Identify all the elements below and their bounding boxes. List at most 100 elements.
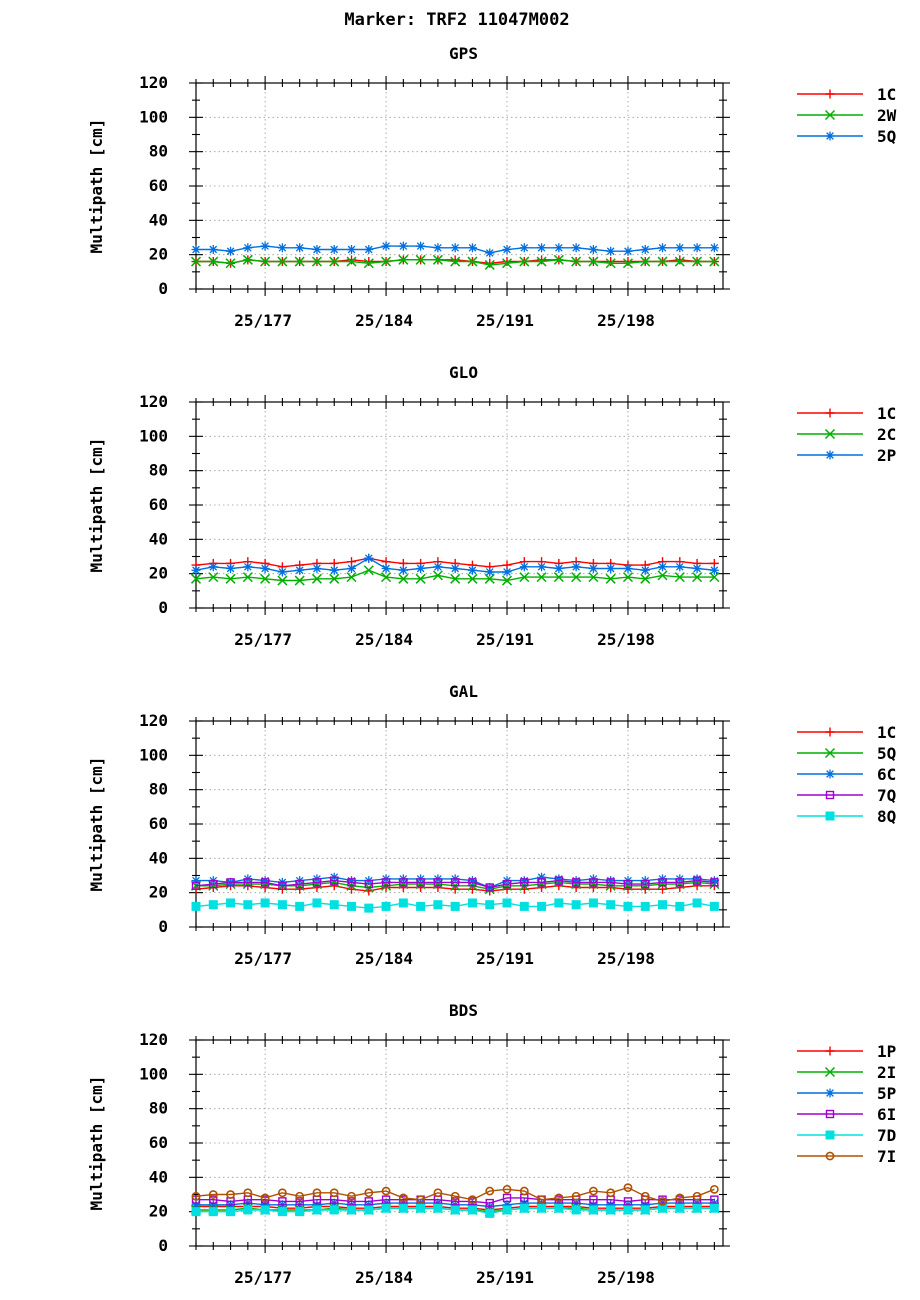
data-point-glo-2c (709, 572, 720, 583)
data-point-glo-2p (606, 564, 616, 574)
legend-marker (824, 109, 836, 121)
data-point-gps-2w (553, 254, 564, 265)
data-point-glo-2p (208, 562, 218, 572)
data-point-glo-2c (553, 572, 564, 583)
panel-glo: GLO 0 20 40 60 80 100 120 25/177 25/184 25/191 25/1… (87, 363, 896, 649)
data-point-bds-7d (519, 1203, 529, 1213)
data-point-gps-5q (381, 241, 391, 251)
data-point-glo-2c (208, 572, 219, 583)
data-point-glo-2p (381, 564, 391, 574)
data-point-gal-6c (537, 872, 547, 882)
data-point-bds-5p (519, 1198, 529, 1208)
y-tick-label: 40 (149, 1167, 168, 1186)
data-point-gps-5q (675, 243, 685, 253)
chart-panels: GPS 0 20 40 60 80 100 120 25/177 25/184 25/191 25/1… (87, 44, 897, 1287)
data-point-gal-7q (433, 878, 443, 887)
x-tick-label: 25/177 (234, 630, 292, 649)
data-point-bds-7i (589, 1186, 598, 1196)
data-point-gps-1c (364, 257, 374, 267)
data-point-bds-7i (398, 1193, 408, 1203)
data-point-glo-2p (450, 564, 460, 574)
plot-frame-bds (195, 1039, 724, 1247)
data-point-glo-2p (467, 565, 477, 575)
data-point-bds-7d (416, 1203, 426, 1213)
data-point-gal-8q (226, 898, 236, 908)
data-point-bds-6i (278, 1197, 287, 1206)
data-point-gps-2w (622, 258, 633, 269)
x-tick-label: 25/198 (597, 630, 655, 649)
data-point-glo-2c (605, 573, 616, 584)
data-point-gal-8q (692, 898, 702, 908)
data-point-bds-7d (692, 1203, 702, 1213)
data-point-glo-2c (484, 573, 495, 584)
data-point-glo-2p (554, 564, 564, 574)
data-point-gal-6c (606, 876, 616, 886)
data-point-gal-8q (416, 901, 426, 911)
data-point-bds-7i (208, 1190, 218, 1199)
grid-gal (196, 721, 723, 927)
data-point-gal-7q (623, 879, 633, 889)
legend-label: 2W (877, 106, 897, 125)
data-point-glo-2c (398, 573, 409, 584)
data-point-gps-2w (294, 256, 305, 267)
data-point-gal-8q (554, 898, 564, 908)
data-point-gps-1c (537, 255, 547, 265)
data-point-glo-2p (623, 564, 633, 574)
data-point-gal-8q (709, 901, 719, 911)
data-point-gps-2w (242, 254, 253, 265)
data-point-gps-5q (277, 243, 287, 253)
data-point-bds-7i (537, 1195, 546, 1205)
panel-title-bds: BDS (449, 1001, 478, 1020)
x-tick-label: 25/184 (355, 630, 413, 649)
data-point-glo-2c (346, 572, 357, 583)
panel-title-gps: GPS (449, 44, 478, 63)
legend-label: 2I (877, 1063, 896, 1082)
data-point-gps-2w (674, 256, 685, 267)
data-point-gal-8q (467, 898, 477, 908)
data-point-glo-2c (450, 573, 461, 584)
data-point-bds-7i (709, 1184, 719, 1194)
data-point-gal-8q (623, 901, 633, 911)
data-point-gal-8q (208, 900, 218, 910)
data-point-gps-2w (398, 254, 409, 265)
data-point-gal-6c (692, 874, 702, 884)
data-point-gal-7q (485, 883, 494, 892)
y-tick-label: 20 (149, 1202, 168, 1221)
data-point-glo-2c (692, 572, 703, 583)
ticks-gal: 0 20 40 60 80 100 120 25/177 25/184 25/191 25/198 (139, 711, 730, 968)
data-point-gal-6c (467, 876, 477, 886)
legend-glo: 1C 2C 2P (797, 404, 896, 465)
data-point-bds-7i (468, 1195, 477, 1205)
data-point-gps-5q (709, 243, 719, 253)
data-point-gal-8q (571, 900, 581, 910)
data-point-bds-5p (191, 1200, 201, 1210)
legend-bds: 1P 2I 5P 6I 7D 7I (797, 1042, 896, 1166)
data-point-bds-7i (277, 1188, 287, 1198)
data-point-glo-2p (433, 562, 443, 572)
data-point-gps-5q (692, 243, 702, 253)
data-point-gps-5q (226, 246, 236, 256)
data-point-gps-5q (398, 241, 408, 251)
data-point-gps-5q (467, 243, 477, 253)
legend-label: 5Q (877, 127, 896, 146)
data-point-bds-7i (312, 1188, 322, 1198)
data-point-gps-2w (709, 256, 720, 267)
grid-bds (196, 1040, 723, 1246)
data-point-bds-7d (588, 1205, 598, 1215)
data-point-glo-2c (640, 573, 651, 584)
y-tick-label: 80 (149, 1099, 168, 1118)
data-point-bds-7d (502, 1205, 512, 1215)
y-tick-label: 120 (139, 1030, 168, 1049)
data-point-gps-5q (260, 241, 270, 251)
series-gal-8q (191, 898, 719, 913)
plot-frame-gal (195, 720, 724, 928)
data-point-glo-2c (242, 572, 253, 583)
data-point-gps-2w (605, 258, 616, 269)
data-point-gal-7q (209, 879, 218, 889)
data-point-bds-7d (208, 1207, 218, 1217)
data-point-gal-8q (433, 900, 443, 910)
data-point-gal-7q (520, 878, 529, 887)
data-point-gps-5q (606, 246, 616, 256)
data-point-bds-5p (312, 1200, 322, 1210)
data-point-glo-2c (657, 570, 668, 581)
